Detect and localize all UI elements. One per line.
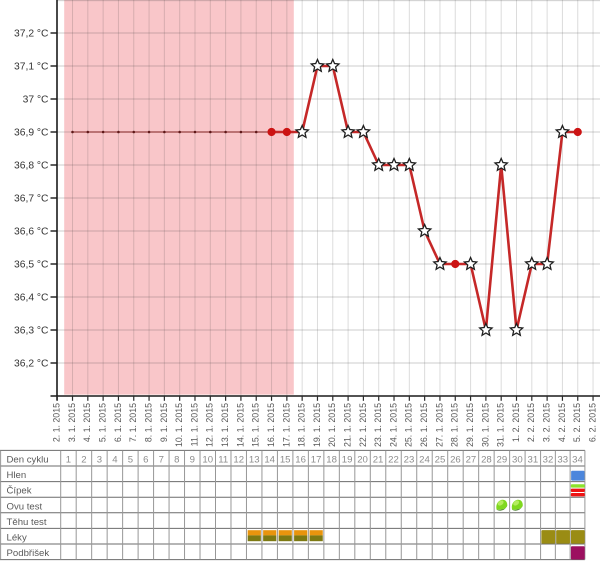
- svg-text:12. 1. 2015: 12. 1. 2015: [205, 403, 215, 447]
- svg-text:3. 1. 2015: 3. 1. 2015: [67, 403, 77, 442]
- svg-text:15. 1. 2015: 15. 1. 2015: [251, 403, 261, 447]
- svg-text:26. 1. 2015: 26. 1. 2015: [419, 403, 429, 447]
- svg-text:10. 1. 2015: 10. 1. 2015: [174, 403, 184, 447]
- svg-text:Den cyklu: Den cyklu: [7, 455, 49, 466]
- svg-text:27: 27: [466, 455, 477, 466]
- svg-text:7: 7: [159, 455, 164, 466]
- svg-text:17: 17: [311, 455, 322, 466]
- svg-text:14: 14: [264, 455, 275, 466]
- svg-text:2. 1. 2015: 2. 1. 2015: [52, 403, 62, 442]
- svg-text:6. 2. 2015: 6. 2. 2015: [587, 403, 597, 442]
- svg-text:Hlen: Hlen: [7, 470, 27, 481]
- svg-text:20. 1. 2015: 20. 1. 2015: [327, 403, 337, 447]
- svg-text:36,2 °C: 36,2 °C: [14, 359, 49, 370]
- svg-text:25: 25: [435, 455, 446, 466]
- svg-text:21: 21: [373, 455, 384, 466]
- svg-text:36,7 °C: 36,7 °C: [14, 194, 49, 205]
- svg-text:7. 1. 2015: 7. 1. 2015: [128, 403, 138, 442]
- svg-text:Ovu test: Ovu test: [7, 501, 43, 512]
- svg-text:29: 29: [497, 455, 508, 466]
- svg-text:28. 1. 2015: 28. 1. 2015: [450, 403, 460, 447]
- svg-text:27. 1. 2015: 27. 1. 2015: [434, 403, 444, 447]
- svg-text:6: 6: [143, 455, 148, 466]
- svg-text:4. 1. 2015: 4. 1. 2015: [82, 403, 92, 442]
- svg-text:31. 1. 2015: 31. 1. 2015: [496, 403, 506, 447]
- svg-text:1: 1: [66, 455, 71, 466]
- svg-text:22: 22: [388, 455, 399, 466]
- svg-text:25. 1. 2015: 25. 1. 2015: [404, 403, 414, 447]
- svg-text:4. 2. 2015: 4. 2. 2015: [557, 403, 567, 442]
- svg-text:16: 16: [295, 455, 306, 466]
- svg-text:36,4 °C: 36,4 °C: [14, 293, 49, 304]
- svg-text:5: 5: [128, 455, 133, 466]
- svg-text:12: 12: [233, 455, 244, 466]
- svg-text:32: 32: [543, 455, 554, 466]
- svg-text:2: 2: [81, 455, 86, 466]
- svg-text:21. 1. 2015: 21. 1. 2015: [342, 403, 352, 447]
- svg-text:3: 3: [97, 455, 102, 466]
- svg-text:30. 1. 2015: 30. 1. 2015: [480, 403, 490, 447]
- svg-text:17. 1. 2015: 17. 1. 2015: [281, 403, 291, 447]
- svg-text:14. 1. 2015: 14. 1. 2015: [235, 403, 245, 447]
- svg-text:37,2 °C: 37,2 °C: [14, 29, 49, 40]
- svg-text:29. 1. 2015: 29. 1. 2015: [465, 403, 475, 447]
- svg-text:24: 24: [419, 455, 430, 466]
- svg-text:36,3 °C: 36,3 °C: [14, 326, 49, 337]
- svg-text:11: 11: [218, 455, 228, 466]
- svg-text:15: 15: [280, 455, 291, 466]
- svg-text:5. 1. 2015: 5. 1. 2015: [98, 403, 108, 442]
- svg-text:37 °C: 37 °C: [23, 95, 49, 106]
- svg-text:31: 31: [528, 455, 539, 466]
- svg-text:20: 20: [357, 455, 368, 466]
- svg-text:23. 1. 2015: 23. 1. 2015: [373, 403, 383, 447]
- svg-text:23: 23: [404, 455, 415, 466]
- svg-text:2. 2. 2015: 2. 2. 2015: [526, 403, 536, 442]
- svg-text:36,9 °C: 36,9 °C: [14, 128, 49, 139]
- svg-text:6. 1. 2015: 6. 1. 2015: [113, 403, 123, 442]
- svg-text:16. 1. 2015: 16. 1. 2015: [266, 403, 276, 447]
- svg-text:36,5 °C: 36,5 °C: [14, 260, 49, 271]
- svg-text:9. 1. 2015: 9. 1. 2015: [159, 403, 169, 442]
- svg-text:37,1 °C: 37,1 °C: [14, 62, 49, 73]
- svg-text:18: 18: [326, 455, 337, 466]
- svg-text:24. 1. 2015: 24. 1. 2015: [388, 403, 398, 447]
- svg-text:11. 1. 2015: 11. 1. 2015: [189, 403, 199, 446]
- svg-text:19. 1. 2015: 19. 1. 2015: [312, 403, 322, 447]
- svg-text:8. 1. 2015: 8. 1. 2015: [143, 403, 153, 442]
- svg-text:34: 34: [572, 455, 583, 466]
- svg-text:5. 2. 2015: 5. 2. 2015: [572, 403, 582, 442]
- svg-text:Podbřišek: Podbřišek: [7, 548, 50, 559]
- svg-text:1. 2. 2015: 1. 2. 2015: [511, 403, 521, 442]
- svg-text:13: 13: [249, 455, 260, 466]
- svg-text:Těhu test: Těhu test: [7, 517, 47, 528]
- svg-text:33: 33: [557, 455, 568, 466]
- svg-text:3. 2. 2015: 3. 2. 2015: [542, 403, 552, 442]
- svg-text:13. 1. 2015: 13. 1. 2015: [220, 403, 230, 447]
- svg-text:Čípek: Čípek: [7, 486, 32, 497]
- svg-text:22. 1. 2015: 22. 1. 2015: [358, 403, 368, 447]
- svg-text:36,8 °C: 36,8 °C: [14, 161, 49, 172]
- svg-text:30: 30: [512, 455, 523, 466]
- svg-text:18. 1. 2015: 18. 1. 2015: [297, 403, 307, 447]
- svg-text:19: 19: [342, 455, 353, 466]
- svg-text:10: 10: [202, 455, 213, 466]
- svg-text:28: 28: [481, 455, 492, 466]
- svg-text:26: 26: [450, 455, 461, 466]
- svg-text:8: 8: [174, 455, 179, 466]
- svg-text:4: 4: [112, 455, 118, 466]
- svg-text:36,6 °C: 36,6 °C: [14, 227, 49, 238]
- svg-text:9: 9: [190, 455, 195, 466]
- svg-text:Léky: Léky: [7, 533, 27, 544]
